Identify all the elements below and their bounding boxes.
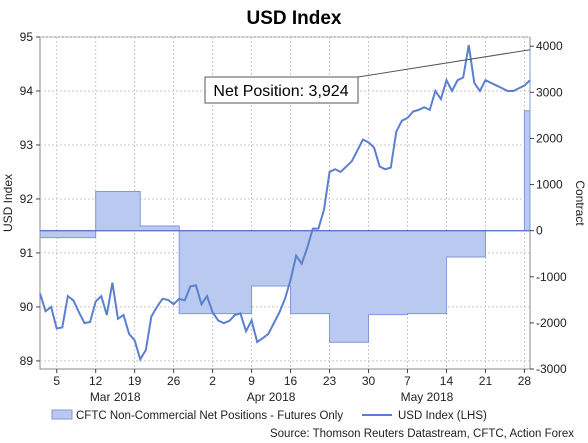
- y2-axis-title: Contract: [573, 180, 587, 226]
- x-tick-label: 28: [518, 374, 532, 388]
- right-tick-label: 1000: [536, 178, 563, 192]
- right-tick-label: 2000: [536, 131, 563, 145]
- legend-line-label: USD Index (LHS): [398, 410, 487, 422]
- legend-area-label: CFTC Non-Commercial Net Positions - Futu…: [76, 410, 343, 422]
- right-tick-label: 0: [536, 224, 543, 238]
- left-tick-label: 94: [20, 84, 34, 98]
- x-tick-label: 7: [404, 374, 411, 388]
- legend: CFTC Non-Commercial Net Positions - Futu…: [51, 409, 487, 422]
- right-tick-label: -3000: [536, 362, 567, 376]
- x-month-label: Mar 2018: [90, 390, 141, 404]
- left-tick-label: 95: [20, 30, 34, 44]
- left-tick-label: 92: [20, 192, 34, 206]
- chart-title: USD Index: [246, 8, 341, 29]
- right-tick-label: -2000: [536, 316, 567, 330]
- y-axis-title: USD Index: [1, 174, 15, 232]
- usd-index-line: [39, 44, 531, 362]
- left-tick-label: 89: [20, 354, 34, 368]
- x-month-label: Apr 2018: [247, 390, 296, 404]
- left-tick-label: 93: [20, 138, 34, 152]
- left-tick-label: 91: [20, 246, 34, 260]
- x-tick-label: 23: [323, 374, 337, 388]
- x-tick-label: 2: [209, 374, 216, 388]
- x-tick-label: 9: [248, 374, 255, 388]
- right-axis-ticks: -3000 -2000 -1000 0 1000 2000 3000 4000: [530, 39, 567, 376]
- x-tick-label: 19: [128, 374, 142, 388]
- callout-text: Net Position: 3,924: [213, 83, 348, 100]
- x-axis-month-labels: Mar 2018 Apr 2018 May 2018: [90, 390, 454, 404]
- x-tick-label: 26: [167, 374, 181, 388]
- x-month-label: May 2018: [401, 390, 454, 404]
- left-tick-label: 90: [20, 300, 34, 314]
- left-axis-ticks: 89 90 91 92 93 94 95: [20, 30, 40, 368]
- x-tick-label: 12: [89, 374, 103, 388]
- x-axis-ticks: 5 12 19 26 2 9 16 23 30 7 14 21 28: [53, 369, 531, 388]
- legend-area-swatch: [51, 409, 73, 420]
- x-tick-label: 14: [440, 374, 454, 388]
- right-tick-label: 4000: [536, 39, 563, 53]
- source-note: Source: Thomson Reuters Datastream, CFTC…: [270, 428, 574, 440]
- x-tick-label: 5: [53, 374, 60, 388]
- callout-leader-line: [357, 49, 531, 78]
- cftc-net-position-area: [39, 49, 531, 343]
- callout-box: [204, 76, 359, 104]
- x-tick-label: 21: [479, 374, 493, 388]
- x-tick-label: 16: [284, 374, 298, 388]
- x-tick-label: 30: [362, 374, 376, 388]
- right-tick-label: -1000: [536, 270, 567, 284]
- right-tick-label: 3000: [536, 85, 563, 99]
